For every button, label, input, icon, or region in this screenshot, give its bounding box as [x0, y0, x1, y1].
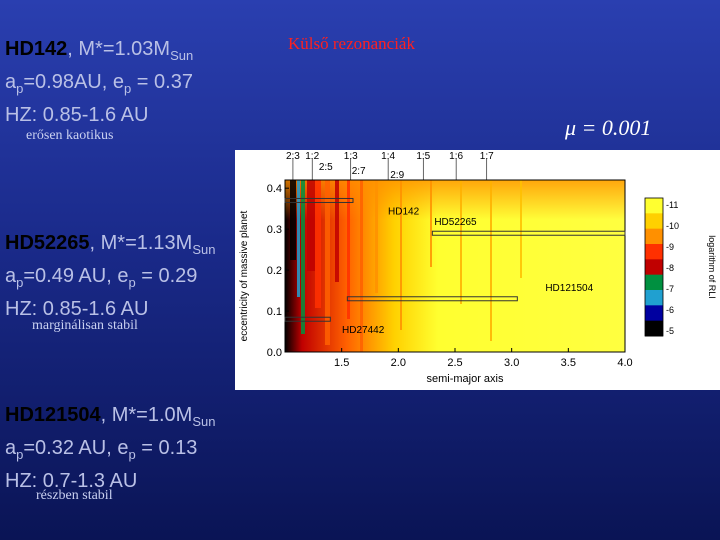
- x-tick-label: 3.0: [504, 357, 519, 369]
- colorbar-tick-label: -8: [666, 263, 674, 273]
- star-hz: HZ: 0.85-1.6 AU: [5, 104, 149, 126]
- heatmap-streak: [400, 180, 402, 330]
- heatmap-top-shade: [285, 180, 625, 220]
- star-orbit: ap=0.98AU, ep = 0.37: [5, 71, 193, 96]
- star-name: HD142: [5, 38, 68, 60]
- y-tick-label: 0.3: [267, 224, 282, 236]
- colorbar-tick-label: -9: [666, 242, 674, 252]
- stability-map-figure: 1.5 2.0 2.5 3.0 3.5 4.0 0.0 0.1 0.2 0.3 0.4 semi-ma…: [235, 150, 720, 390]
- heatmap-streak: [430, 180, 432, 267]
- resonance-label: 2:5: [319, 162, 333, 173]
- heatmap-streak: [301, 180, 305, 334]
- colorbar-segment: [645, 228, 663, 245]
- star-orbit: ap=0.32 AU, ep = 0.13: [5, 437, 198, 462]
- star-mass: , M*=1.03MSun: [67, 38, 194, 63]
- colorbar-tick-label: -10: [666, 221, 679, 231]
- y-tick-label: 0.4: [267, 183, 282, 195]
- y-tick-label: 0.0: [267, 347, 282, 359]
- colorbar-segment: [645, 198, 663, 214]
- colorbar-tick-label: -7: [666, 284, 674, 294]
- colorbar-segment: [645, 213, 663, 230]
- colorbar-tick-label: -5: [666, 326, 674, 336]
- stability-map-svg: 1.5 2.0 2.5 3.0 3.5 4.0 0.0 0.1 0.2 0.3 0.4 semi-ma…: [239, 151, 717, 385]
- y-tick-label: 0.1: [267, 306, 282, 318]
- stability-label: marginálisan stabil: [32, 318, 138, 333]
- resonance-label: 1:4: [381, 151, 395, 162]
- system-label: HD27442: [342, 325, 385, 336]
- x-tick-label: 2.0: [391, 357, 406, 369]
- star-block-hd142: HD142, M*=1.03MSun ap=0.98AU, ep = 0.37 …: [5, 36, 193, 128]
- heatmap-streak: [325, 180, 330, 345]
- star-hz: HZ: 0.7-1.3 AU: [5, 470, 138, 492]
- colorbar-tick-label: -6: [666, 305, 674, 315]
- heatmap-streak: [335, 180, 339, 282]
- heatmap-streak: [520, 180, 522, 278]
- x-tick-label: 2.5: [447, 357, 462, 369]
- x-tick-label: 4.0: [617, 357, 632, 369]
- resonance-label: 2:7: [352, 166, 366, 177]
- star-block-hd121504: HD121504, M*=1.0MSun ap=0.32 AU, ep = 0.…: [5, 402, 215, 494]
- x-tick-label: 1.5: [334, 357, 349, 369]
- x-axis-label: semi-major axis: [426, 373, 504, 385]
- heatmap-streak: [460, 180, 462, 304]
- colorbar-segment: [645, 305, 663, 322]
- system-bar: [284, 197, 354, 203]
- colorbar-segment: [645, 259, 663, 276]
- system-bar: [346, 296, 518, 302]
- heatmap-streak: [297, 180, 300, 297]
- x-tick-label: 3.5: [561, 357, 576, 369]
- y-tick-label: 0.2: [267, 265, 282, 277]
- star-block-hd52265: HD52265, M*=1.13MSun ap=0.49 AU, ep = 0.…: [5, 230, 215, 322]
- resonance-label: 1:7: [480, 151, 494, 162]
- colorbar-label: logarithm of RLI: [707, 235, 717, 299]
- resonance-label: 1:5: [416, 151, 430, 162]
- colorbar-segment: [645, 290, 663, 306]
- resonance-label: 1:3: [344, 151, 358, 162]
- resonance-label: 2:3: [286, 151, 300, 162]
- heatmap-streak: [490, 180, 492, 341]
- heatmap-streak: [360, 180, 363, 352]
- mu-label: μ = 0.001: [565, 115, 652, 140]
- heatmap-streak: [290, 180, 296, 260]
- heatmap-streak: [307, 180, 315, 271]
- heatmap-streak: [347, 180, 350, 319]
- system-bar: [431, 230, 626, 236]
- system-label: HD52265: [434, 217, 477, 228]
- y-axis-label: eccentricity of massive planet: [239, 210, 250, 341]
- star-mass: , M*=1.13MSun: [89, 232, 216, 257]
- colorbar-tick-label: -11: [666, 200, 678, 210]
- colorbar-segment: [645, 320, 663, 337]
- resonance-label: 2:9: [390, 170, 404, 181]
- heatmap-streak: [315, 180, 321, 308]
- star-hz: HZ: 0.85-1.6 AU: [5, 298, 149, 320]
- stability-label: részben stabil: [36, 488, 113, 503]
- colorbar-frame: [644, 197, 664, 337]
- slide-title: Külső rezonanciák: [288, 34, 415, 53]
- system-bar: [284, 316, 331, 322]
- star-name: HD52265: [5, 232, 90, 254]
- star-orbit: ap=0.49 AU, ep = 0.29: [5, 265, 198, 290]
- heatmap-streak: [375, 180, 378, 293]
- star-name: HD121504: [5, 404, 101, 426]
- star-mass: , M*=1.0MSun: [100, 404, 216, 429]
- colorbar-segment: [645, 244, 663, 260]
- colorbar-segment: [645, 274, 663, 291]
- resonance-label: 1:6: [449, 151, 463, 162]
- stability-label: erősen kaotikus: [26, 128, 114, 143]
- system-label: HD142: [388, 206, 420, 217]
- system-label: HD121504: [545, 283, 593, 294]
- resonance-label: 1:2: [305, 151, 319, 162]
